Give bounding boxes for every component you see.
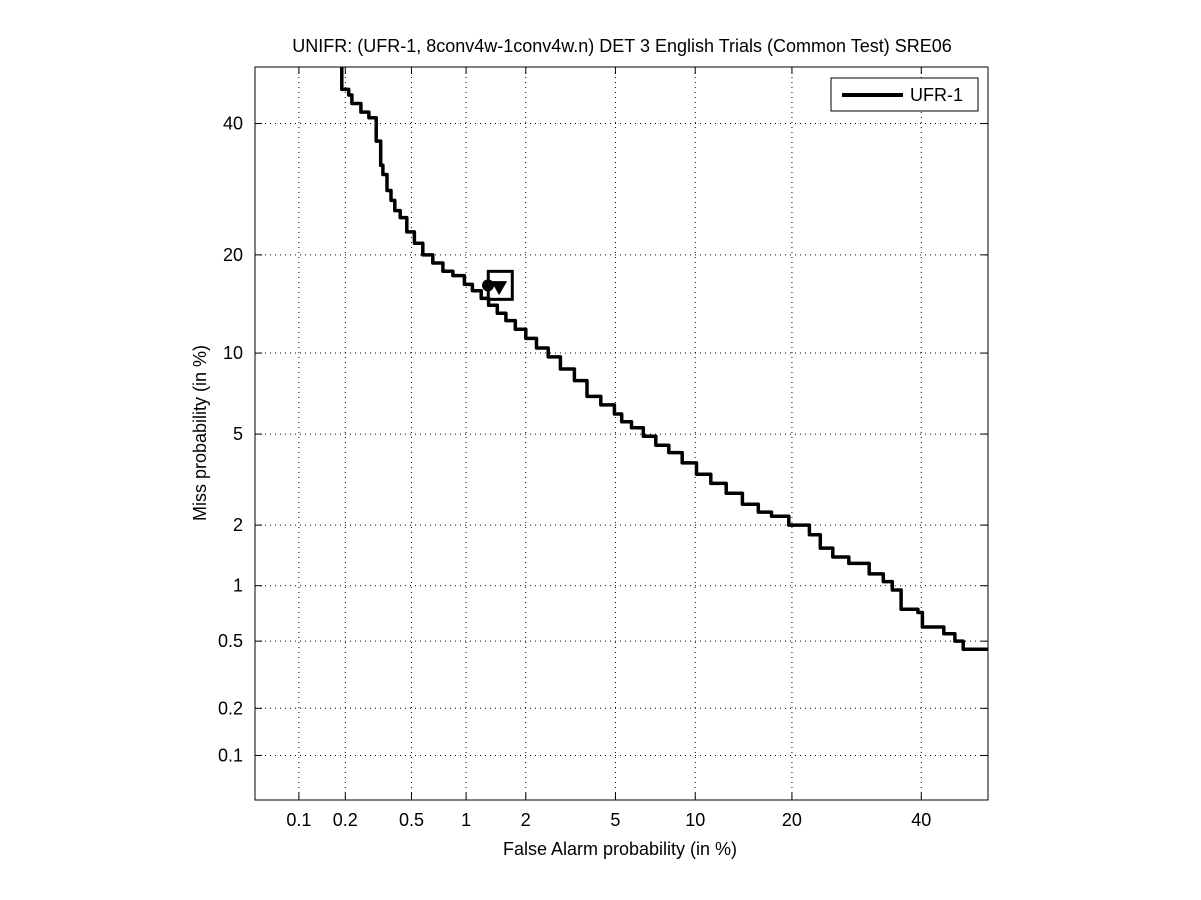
y-tick-label: 0.1	[218, 745, 243, 765]
marker-triangle	[491, 281, 508, 296]
grid-layer	[255, 67, 988, 800]
series-layer	[340, 67, 988, 651]
x-tick-label: 40	[911, 810, 931, 830]
y-tick-label: 20	[223, 245, 243, 265]
y-tick-label: 5	[233, 424, 243, 444]
legend: UFR-1	[830, 77, 979, 112]
plot-frame	[254, 66, 989, 801]
tick-layer: 0.1 0.2 0.5 1 2 5 10 20 40 0.1 0.2 0.5 1 2 5 10 20 40	[218, 67, 988, 830]
x-tick-label: 5	[610, 810, 620, 830]
chart-title: UNIFR: (UFR-1, 8conv4w-1conv4w.n) DET 3 …	[292, 36, 952, 56]
x-tick-label: 20	[782, 810, 802, 830]
y-tick-label: 0.2	[218, 698, 243, 718]
series-line-ufr-1	[340, 67, 988, 651]
legend-label: UFR-1	[910, 85, 963, 105]
x-tick-label: 10	[685, 810, 705, 830]
y-tick-label: 10	[223, 343, 243, 363]
x-tick-label: 1	[461, 810, 471, 830]
x-axis-label: False Alarm probability (in %)	[503, 839, 737, 859]
x-tick-label: 2	[521, 810, 531, 830]
y-axis-label: Miss probability (in %)	[190, 345, 210, 521]
y-tick-label: 2	[233, 515, 243, 535]
x-tick-label: 0.2	[333, 810, 358, 830]
x-tick-label: 0.1	[286, 810, 311, 830]
marker-square	[486, 269, 514, 301]
y-tick-label: 0.5	[218, 631, 243, 651]
y-tick-label: 1	[233, 576, 243, 596]
x-tick-label: 0.5	[399, 810, 424, 830]
y-tick-label: 40	[223, 114, 243, 134]
